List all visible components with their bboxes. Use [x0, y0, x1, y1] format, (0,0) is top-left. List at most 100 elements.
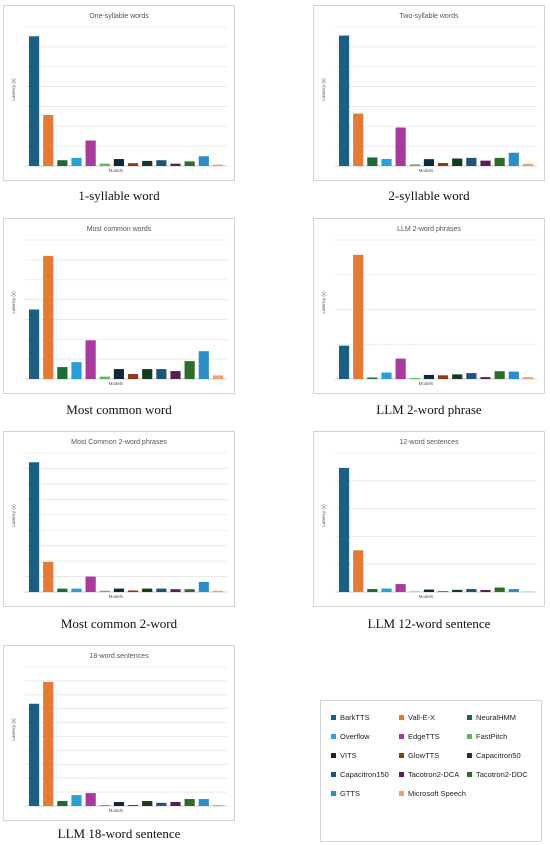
chart-frame — [3, 218, 235, 394]
bar-gtts — [198, 799, 209, 806]
bar-vall-e-x — [353, 550, 364, 592]
legend-swatch — [331, 715, 336, 720]
bar-capacitron50 — [142, 369, 153, 379]
y-axis-label: Latency (s) — [11, 718, 16, 741]
legend-label: GlowTTS — [408, 751, 440, 760]
bar-microsoft-speech — [212, 164, 224, 166]
x-axis-label: Models — [109, 168, 124, 173]
bar-edgetts — [395, 127, 406, 166]
bar-glowtts — [437, 591, 449, 592]
chart-title: LLM 2-word phrases — [397, 226, 461, 233]
legend-label: Capacitron50 — [476, 751, 521, 760]
bar-gtts — [198, 351, 209, 379]
legend-item-gtts: GTTS — [331, 789, 360, 798]
bar-fastpitch — [99, 805, 110, 806]
y-axis-label: Latency (s) — [11, 291, 16, 314]
bar-fastpitch — [99, 376, 110, 379]
bar-vall-e-x — [353, 254, 364, 379]
legend-label: Vall-E-X — [408, 713, 435, 722]
bar-tacotron2-dca — [170, 371, 181, 379]
chart-title: Two-syllable words — [399, 13, 459, 20]
bar-capacitron50 — [142, 588, 153, 592]
x-axis-label: Models — [419, 594, 434, 599]
bar-tacotron2-dca — [480, 160, 491, 166]
legend-swatch — [331, 791, 336, 796]
bar-gtts — [508, 371, 519, 379]
bar-microsoft-speech — [522, 377, 534, 379]
bar-neuralhmm — [367, 589, 378, 592]
bar-overflow — [381, 372, 392, 379]
chart-frame — [313, 218, 545, 394]
legend-swatch — [467, 772, 472, 777]
bar-barktts — [28, 309, 40, 379]
legend-item-edgetts: EdgeTTS — [399, 732, 440, 741]
x-axis-label: Models — [419, 381, 434, 386]
bar-glowtts — [127, 805, 139, 806]
chart-title: Most common words — [87, 226, 152, 233]
chart-llm-2-word: LLM 2-word phrases Latency (s) Models — [313, 218, 545, 394]
bar-edgetts — [85, 793, 96, 806]
legend-item-fastpitch: FastPitch — [467, 732, 507, 741]
legend-label: NeuralHMM — [476, 713, 517, 722]
bar-overflow — [71, 157, 82, 166]
bar-tacotron2-ddc — [494, 587, 505, 592]
legend-item-vits: VITS — [331, 751, 357, 760]
bar-capacitron150 — [156, 160, 167, 166]
caption-most-common-2-word: Most common 2-word — [60, 616, 178, 631]
x-axis-label: Models — [109, 381, 124, 386]
bar-tacotron2-ddc — [494, 157, 505, 166]
legend-item-neuralhmm: NeuralHMM — [467, 713, 516, 722]
chart-frame — [3, 431, 235, 607]
legend-label: GTTS — [340, 789, 360, 798]
bar-vits — [423, 374, 435, 379]
bar-barktts — [338, 35, 350, 166]
legend-label: Tacotron2-DCA — [408, 770, 460, 779]
legend-swatch — [467, 753, 472, 758]
bar-capacitron150 — [156, 369, 167, 379]
bar-neuralhmm — [57, 588, 68, 592]
bar-tacotron2-dca — [170, 802, 181, 806]
bar-vall-e-x — [353, 113, 364, 166]
bar-edgetts — [85, 576, 96, 592]
bar-gtts — [198, 156, 209, 166]
bar-capacitron150 — [156, 802, 167, 806]
chart-frame — [313, 431, 545, 607]
bar-capacitron150 — [156, 588, 167, 592]
bar-capacitron150 — [466, 589, 477, 592]
caption-one-syllable: 1-syllable word — [78, 188, 160, 203]
chart-title: Most Common 2-word phrases — [71, 439, 167, 446]
bar-microsoft-speech — [212, 805, 224, 806]
legend-label: VITS — [340, 751, 357, 760]
bar-glowtts — [437, 163, 449, 166]
chart-12-word: 12-word sentences Latency (s) Models — [313, 431, 545, 607]
bar-neuralhmm — [367, 377, 378, 379]
bar-vall-e-x — [43, 255, 54, 379]
bar-tacotron2-ddc — [494, 371, 505, 379]
bar-vall-e-x — [43, 115, 54, 166]
bar-neuralhmm — [57, 160, 68, 166]
bar-vall-e-x — [43, 561, 54, 592]
y-axis-label: Latency (s) — [321, 291, 326, 314]
chart-18-word: 18-word sentences Latency (s) Models — [3, 645, 235, 821]
chart-panel-most-common-words: Most common words Latency (s) Models — [3, 218, 235, 394]
legend-swatch — [331, 753, 336, 758]
chart-title: 18-word sentences — [89, 653, 149, 660]
chart-panel-one-syllable: One-syllable words Latency (s) Models — [3, 5, 235, 181]
y-axis-label: Latency (s) — [321, 78, 326, 101]
chart-panel-18-word: 18-word sentences Latency (s) Models — [3, 645, 235, 821]
bar-vits — [113, 588, 125, 592]
caption-llm-2-word: LLM 2-word phrase — [376, 402, 482, 417]
legend-item-glowtts: GlowTTS — [399, 751, 439, 760]
chart-frame — [313, 5, 545, 181]
legend-label: BarkTTS — [340, 713, 370, 722]
caption-12-word: LLM 12-word sentence — [367, 616, 491, 631]
legend-label: FastPitch — [476, 732, 508, 741]
chart-most-common-words: Most common words Latency (s) Models — [3, 218, 235, 394]
bar-capacitron50 — [452, 158, 463, 166]
bar-edgetts — [85, 340, 96, 379]
bar-capacitron150 — [466, 373, 477, 379]
bar-tacotron2-ddc — [184, 361, 195, 379]
legend-swatch — [399, 715, 404, 720]
y-axis-label: Latency (s) — [321, 504, 326, 527]
bar-capacitron150 — [466, 157, 477, 166]
